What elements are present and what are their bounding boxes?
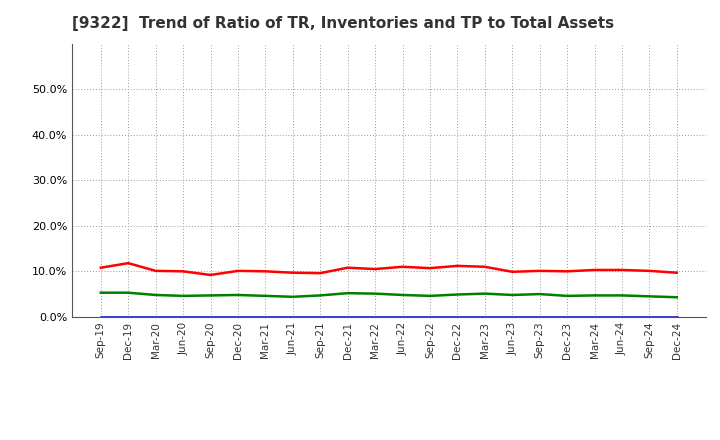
Inventories [371, 314, 379, 319]
Trade Payables [426, 293, 434, 298]
Inventories [618, 314, 626, 319]
Trade Receivables [453, 263, 462, 268]
Inventories [233, 314, 242, 319]
Inventories [563, 314, 572, 319]
Inventories [398, 314, 407, 319]
Inventories [672, 314, 681, 319]
Trade Payables [96, 290, 105, 295]
Trade Payables [124, 290, 132, 295]
Trade Receivables [124, 260, 132, 266]
Trade Payables [453, 292, 462, 297]
Trade Payables [206, 293, 215, 298]
Trade Receivables [371, 266, 379, 271]
Trade Payables [480, 291, 489, 296]
Trade Receivables [480, 264, 489, 269]
Inventories [96, 314, 105, 319]
Line: Trade Payables: Trade Payables [101, 293, 677, 297]
Trade Receivables [426, 265, 434, 271]
Trade Payables [371, 291, 379, 296]
Trade Payables [536, 291, 544, 297]
Trade Payables [645, 294, 654, 299]
Trade Payables [343, 290, 352, 296]
Trade Payables [590, 293, 599, 298]
Trade Receivables [645, 268, 654, 274]
Inventories [151, 314, 160, 319]
Trade Payables [563, 293, 572, 298]
Trade Receivables [179, 269, 187, 274]
Inventories [289, 314, 297, 319]
Trade Receivables [96, 265, 105, 270]
Trade Payables [618, 293, 626, 298]
Inventories [536, 314, 544, 319]
Inventories [124, 314, 132, 319]
Trade Receivables [590, 268, 599, 273]
Trade Receivables [398, 264, 407, 269]
Trade Receivables [289, 270, 297, 275]
Trade Receivables [618, 268, 626, 273]
Trade Receivables [536, 268, 544, 274]
Inventories [179, 314, 187, 319]
Trade Payables [508, 292, 516, 297]
Trade Payables [261, 293, 270, 298]
Trade Payables [151, 292, 160, 297]
Trade Payables [179, 293, 187, 298]
Inventories [480, 314, 489, 319]
Trade Receivables [672, 270, 681, 275]
Trade Payables [398, 292, 407, 297]
Inventories [206, 314, 215, 319]
Inventories [590, 314, 599, 319]
Trade Receivables [563, 269, 572, 274]
Trade Receivables [343, 265, 352, 270]
Text: [9322]  Trend of Ratio of TR, Inventories and TP to Total Assets: [9322] Trend of Ratio of TR, Inventories… [72, 16, 614, 31]
Inventories [316, 314, 325, 319]
Line: Trade Receivables: Trade Receivables [101, 263, 677, 275]
Trade Receivables [508, 269, 516, 275]
Inventories [453, 314, 462, 319]
Trade Payables [316, 293, 325, 298]
Inventories [261, 314, 270, 319]
Trade Payables [289, 294, 297, 300]
Trade Receivables [233, 268, 242, 274]
Trade Receivables [206, 272, 215, 278]
Inventories [508, 314, 516, 319]
Inventories [426, 314, 434, 319]
Trade Payables [672, 295, 681, 300]
Trade Receivables [151, 268, 160, 274]
Trade Payables [233, 292, 242, 297]
Inventories [645, 314, 654, 319]
Inventories [343, 314, 352, 319]
Trade Receivables [261, 269, 270, 274]
Trade Receivables [316, 271, 325, 276]
